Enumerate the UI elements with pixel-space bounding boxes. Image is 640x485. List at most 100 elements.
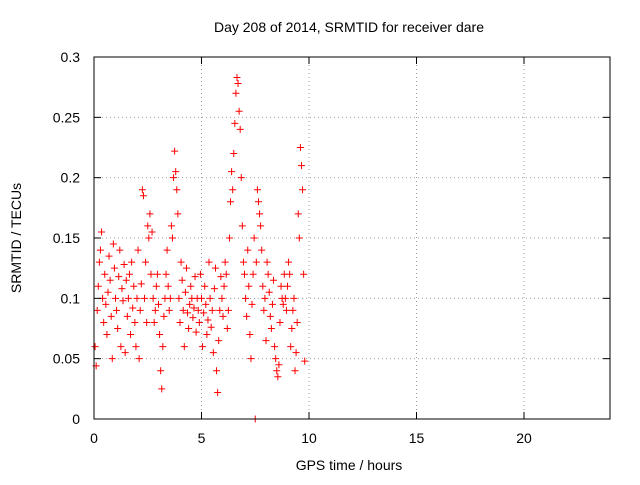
- data-point: [116, 246, 124, 254]
- data-point: [228, 168, 236, 176]
- data-point: [252, 258, 260, 266]
- data-point: [139, 192, 147, 200]
- data-point: [176, 318, 184, 326]
- data-point: [291, 367, 299, 375]
- data-point: [250, 234, 258, 242]
- data-point: [244, 246, 252, 254]
- data-point: [253, 186, 261, 194]
- data-point: [287, 343, 295, 351]
- y-tick-label: 0.3: [61, 49, 81, 65]
- data-point: [136, 306, 144, 314]
- data-point: [222, 270, 230, 278]
- data-point: [177, 258, 185, 266]
- data-point: [281, 294, 289, 302]
- data-point: [258, 246, 266, 254]
- data-point: [137, 280, 145, 288]
- data-point: [157, 367, 165, 375]
- data-point: [249, 270, 257, 278]
- data-point: [260, 306, 268, 314]
- x-tick-label: 5: [198, 430, 206, 446]
- data-point: [238, 222, 246, 230]
- y-tick-label: 0.25: [53, 109, 80, 125]
- data-point: [152, 282, 160, 290]
- data-point: [106, 276, 114, 284]
- data-point: [216, 306, 224, 314]
- data-point: [172, 168, 180, 176]
- data-point: [272, 355, 280, 363]
- data-point: [149, 294, 157, 302]
- data-point: [153, 270, 161, 278]
- data-points: [91, 74, 309, 423]
- data-point: [167, 222, 175, 230]
- data-point: [147, 270, 155, 278]
- data-point: [200, 309, 208, 317]
- data-point: [173, 186, 181, 194]
- data-point: [132, 343, 140, 351]
- data-point: [270, 276, 278, 284]
- data-point: [180, 343, 188, 351]
- data-point: [171, 147, 179, 155]
- data-point: [227, 198, 235, 206]
- x-tick-label: 15: [409, 430, 425, 446]
- data-point: [235, 107, 243, 115]
- data-point: [105, 252, 113, 260]
- data-point: [266, 312, 274, 320]
- data-point: [158, 385, 166, 393]
- data-point: [189, 314, 197, 322]
- data-point: [285, 258, 293, 266]
- data-point: [233, 74, 241, 82]
- data-point: [151, 306, 159, 314]
- y-tick-label: 0.05: [53, 351, 80, 367]
- data-point: [214, 388, 222, 396]
- data-point: [129, 304, 137, 312]
- data-point: [138, 186, 146, 194]
- data-point: [114, 325, 122, 332]
- data-point: [217, 273, 225, 281]
- data-point: [296, 144, 304, 151]
- data-point: [232, 89, 240, 97]
- data-point: [166, 294, 174, 302]
- data-point: [109, 240, 117, 248]
- data-point: [159, 343, 167, 351]
- data-point: [199, 343, 207, 351]
- data-point: [93, 306, 101, 314]
- data-point: [107, 312, 115, 320]
- data-point: [242, 294, 250, 302]
- data-point: [121, 349, 129, 357]
- data-point: [170, 174, 178, 182]
- data-point: [203, 331, 211, 339]
- data-point: [224, 306, 232, 314]
- data-point: [175, 294, 183, 302]
- data-point: [246, 331, 254, 339]
- data-point: [248, 300, 256, 308]
- data-point: [181, 288, 189, 296]
- data-point: [205, 258, 213, 266]
- y-axis-label: SRMTID / TECUs: [8, 183, 24, 293]
- data-point: [204, 316, 212, 324]
- x-tick-label: 20: [516, 430, 532, 446]
- data-point: [273, 367, 281, 375]
- x-axis-label: GPS time / hours: [296, 457, 403, 473]
- data-point: [100, 318, 108, 326]
- data-point: [256, 210, 264, 218]
- data-point: [104, 288, 112, 296]
- data-point: [98, 228, 106, 236]
- data-point: [123, 312, 131, 320]
- data-point: [108, 355, 116, 363]
- data-point: [194, 306, 202, 314]
- data-point: [146, 210, 154, 218]
- data-point: [297, 162, 305, 170]
- y-tick-label: 0.15: [53, 230, 80, 246]
- data-point: [276, 318, 284, 326]
- y-tick-label: 0: [72, 411, 80, 427]
- data-point: [164, 282, 172, 290]
- data-point: [221, 258, 229, 266]
- data-point: [142, 258, 150, 266]
- data-point: [264, 270, 272, 278]
- data-point: [95, 258, 103, 266]
- data-point: [134, 246, 142, 254]
- data-point: [274, 373, 282, 381]
- data-point: [219, 312, 227, 320]
